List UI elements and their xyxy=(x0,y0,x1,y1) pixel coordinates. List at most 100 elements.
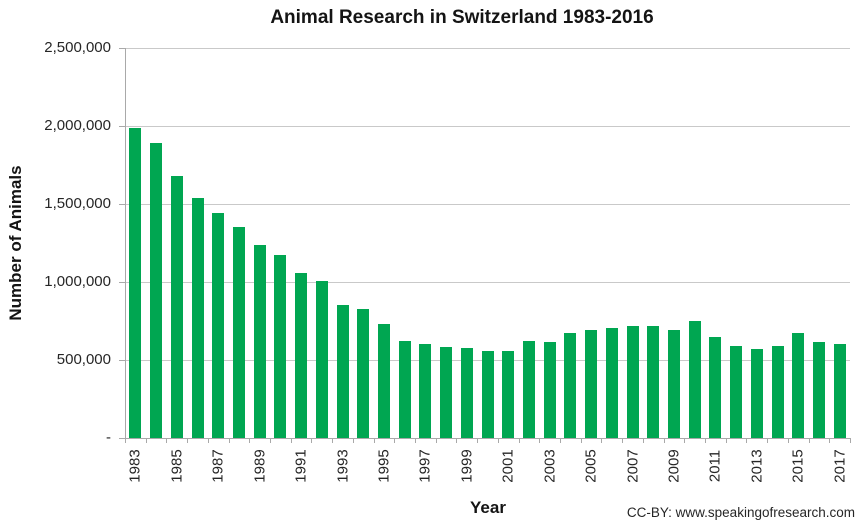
x-axis-tick xyxy=(394,439,396,443)
bar-2007 xyxy=(626,325,639,438)
x-tick-label-1987: 1987 xyxy=(209,449,227,483)
x-axis-tick xyxy=(746,439,748,443)
x-axis-tick xyxy=(270,439,271,443)
y-axis-tick xyxy=(119,204,125,205)
x-tick-label-1993: 1993 xyxy=(334,449,351,483)
x-tick-label-1985: 1985 xyxy=(168,449,186,483)
bar-2015 xyxy=(792,332,805,438)
x-tick-label-2017: 2017 xyxy=(831,449,849,483)
bar-1988 xyxy=(232,227,245,438)
bar-1994 xyxy=(357,308,370,438)
bar-1999 xyxy=(460,347,473,438)
bar-1983 xyxy=(129,127,142,438)
x-axis-tick xyxy=(829,439,831,443)
x-tick-label-2003: 2003 xyxy=(541,449,559,483)
bar-2009 xyxy=(667,330,680,438)
x-axis-tick xyxy=(415,439,416,443)
bar-2010 xyxy=(688,321,701,438)
x-axis-tick xyxy=(808,439,810,443)
bar-2011 xyxy=(709,336,722,438)
x-tick-label-1995: 1995 xyxy=(375,449,393,483)
x-axis-tick xyxy=(166,439,168,443)
x-axis-tick xyxy=(767,439,769,443)
bar-2001 xyxy=(502,350,515,438)
x-axis-tick xyxy=(725,439,727,443)
gridline-1500000 xyxy=(125,204,850,205)
y-tick-label-1000000: 1,000,000 xyxy=(44,273,111,290)
bar-2004 xyxy=(564,333,577,438)
x-axis-tick xyxy=(663,439,665,443)
x-axis-tick xyxy=(684,439,686,443)
y-tick-label-500000: 500,000 xyxy=(56,351,111,368)
x-axis-tick xyxy=(228,439,230,443)
bar-1996 xyxy=(398,341,411,438)
y-axis-tick xyxy=(119,126,125,127)
y-axis-tick xyxy=(119,360,125,361)
chart-title: Animal Research in Switzerland 1983-2016 xyxy=(270,7,654,28)
bar-1987 xyxy=(212,213,225,438)
x-axis-tick xyxy=(850,439,851,443)
x-axis-tick xyxy=(249,439,251,443)
bar-1985 xyxy=(170,175,183,438)
x-axis-tick xyxy=(601,439,603,443)
bar-2008 xyxy=(647,325,660,438)
y-axis-line xyxy=(125,48,126,439)
x-axis-line xyxy=(125,438,851,439)
x-axis-tick xyxy=(207,439,209,443)
bar-1997 xyxy=(419,343,432,438)
x-tick-label-2007: 2007 xyxy=(624,449,641,483)
bar-1992 xyxy=(315,281,328,438)
bar-1993 xyxy=(336,304,349,438)
bar-2017 xyxy=(833,344,846,438)
x-axis-tick xyxy=(435,439,437,443)
x-tick-label-2009: 2009 xyxy=(665,449,683,483)
x-axis-tick xyxy=(187,439,189,443)
x-axis-tick xyxy=(580,439,582,443)
x-axis-tick xyxy=(705,439,706,443)
x-axis-tick xyxy=(539,439,541,443)
bar-1990 xyxy=(274,254,287,438)
bar-1991 xyxy=(295,272,308,438)
x-axis-tick xyxy=(373,439,375,443)
bar-2012 xyxy=(730,345,743,438)
x-axis-tick xyxy=(125,439,126,443)
x-axis-title: Year xyxy=(470,498,506,517)
x-tick-label-1991: 1991 xyxy=(292,449,310,483)
x-axis-tick xyxy=(477,439,479,443)
gridline-2000000 xyxy=(125,126,850,127)
y-axis-title: Number of Animals xyxy=(6,165,25,321)
bar-1984 xyxy=(150,143,163,438)
bar-2016 xyxy=(812,342,825,438)
gridline-1000000 xyxy=(125,282,850,283)
x-tick-label-1983: 1983 xyxy=(126,449,144,483)
x-axis-tick xyxy=(145,439,147,443)
y-tick-label-2000000: 2,000,000 xyxy=(44,117,111,134)
attribution-text: CC-BY: www.speakingofresearch.com xyxy=(626,505,855,520)
x-axis-tick xyxy=(456,439,458,443)
gridline-2500000 xyxy=(125,48,850,49)
bar-2013 xyxy=(750,349,763,438)
x-axis-tick xyxy=(332,439,334,443)
x-axis-tick xyxy=(560,439,561,443)
x-axis-tick xyxy=(787,439,789,443)
bar-2005 xyxy=(585,329,598,438)
x-tick-label-1997: 1997 xyxy=(416,449,434,483)
bar-2014 xyxy=(771,345,784,438)
x-axis-tick xyxy=(497,439,499,443)
y-tick-label-2500000: 2,500,000 xyxy=(44,39,111,56)
x-tick-label-1989: 1989 xyxy=(251,449,269,483)
bar-2000 xyxy=(481,351,494,438)
x-tick-label-2013: 2013 xyxy=(748,449,766,483)
x-axis-tick xyxy=(311,439,313,443)
y-tick-label-0: - xyxy=(106,429,111,446)
bar-2003 xyxy=(543,342,556,438)
x-tick-label-2015: 2015 xyxy=(789,449,807,483)
y-axis-tick xyxy=(119,438,125,439)
x-axis-tick xyxy=(518,439,520,443)
x-axis-tick xyxy=(290,439,292,443)
bar-2006 xyxy=(605,328,618,438)
x-tick-label-1999: 1999 xyxy=(458,449,476,483)
bar-1986 xyxy=(191,197,204,438)
x-tick-label-2001: 2001 xyxy=(499,449,517,483)
